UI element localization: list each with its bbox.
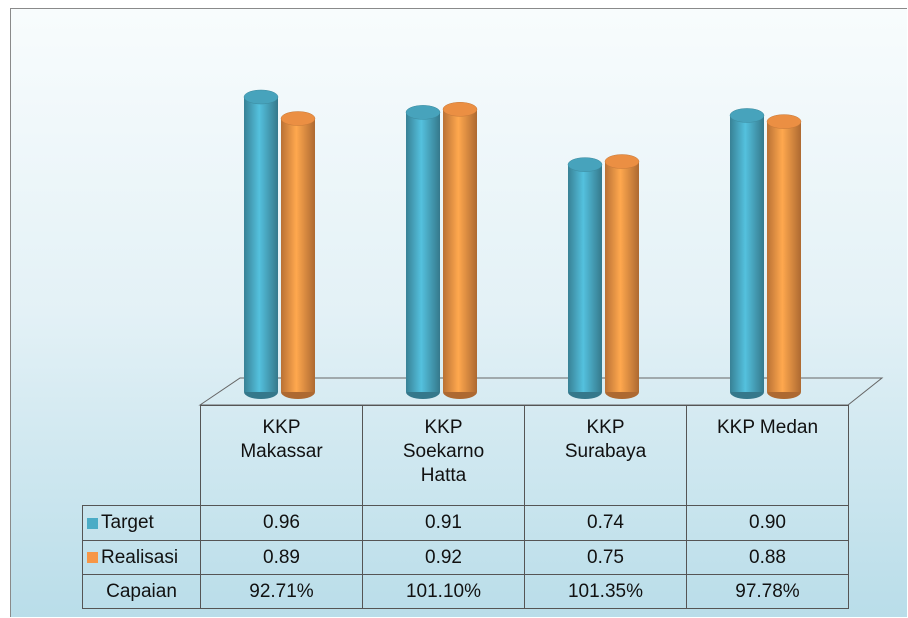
bar [244, 97, 278, 392]
legend-swatch [87, 552, 98, 563]
table-value: 0.74 [524, 505, 687, 541]
table-value: 101.35% [524, 574, 687, 609]
table-value: 101.10% [362, 574, 525, 609]
bar-top [280, 111, 316, 126]
row-name: Capaian [106, 580, 177, 602]
bar [605, 161, 639, 392]
table-value: 0.88 [686, 540, 849, 575]
bar [568, 164, 602, 392]
table-value: 0.90 [686, 505, 849, 541]
bar [406, 112, 440, 392]
table-value: 97.78% [686, 574, 849, 609]
bar-top [442, 102, 478, 117]
bar-top [567, 157, 603, 172]
row-header: Capaian [82, 574, 201, 609]
legend-swatch [87, 517, 98, 529]
row-header: Realisasi [82, 540, 201, 575]
row-header: Target [82, 505, 201, 541]
bar [730, 115, 764, 392]
bar-top [405, 105, 441, 120]
table-value: 0.96 [200, 505, 363, 541]
table-value: 0.89 [200, 540, 363, 575]
bar-top [243, 89, 279, 105]
table-value: 0.92 [362, 540, 525, 575]
category-label: KKP Medan [686, 405, 849, 506]
table-value: 92.71% [200, 574, 363, 609]
row-name: Realisasi [101, 546, 179, 568]
bar-top [766, 114, 802, 129]
bar [767, 121, 801, 392]
table-value: 0.91 [362, 505, 525, 541]
category-label: KKP Makassar [200, 405, 363, 506]
bar [443, 109, 477, 393]
category-label: KKP Soekarno Hatta [362, 405, 525, 506]
bar [281, 118, 315, 393]
row-name: Target [101, 512, 154, 533]
category-label: KKP Surabaya [524, 405, 687, 506]
bar-top [604, 154, 640, 169]
bar-top [729, 108, 765, 123]
table-value: 0.75 [524, 540, 687, 575]
